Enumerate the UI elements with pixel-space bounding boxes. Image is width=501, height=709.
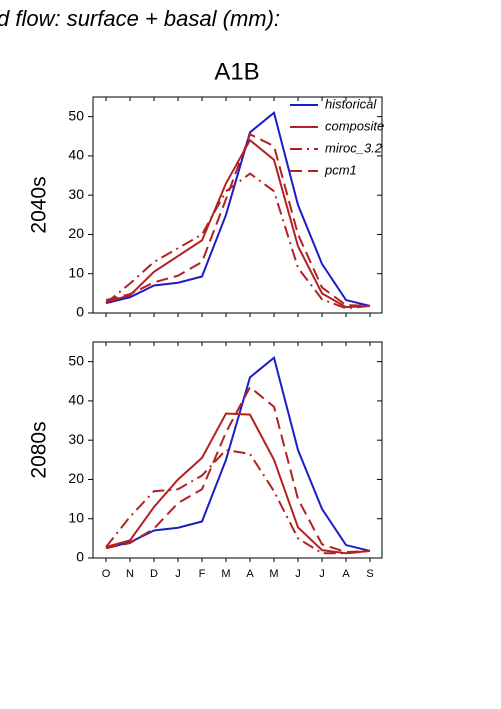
x-tick-label: M (269, 568, 278, 580)
series-line (105, 385, 371, 554)
x-tick-label: N (126, 568, 134, 580)
y-tick-label: 20 (68, 470, 84, 486)
x-tick-label: J (295, 568, 301, 580)
y-tick-label: 50 (68, 107, 84, 123)
series-line (105, 172, 371, 310)
series-line (105, 138, 371, 309)
scenario-label: A1B (214, 58, 259, 85)
series-line (105, 355, 371, 552)
x-tick-label: M (221, 568, 230, 580)
legend-label: pcm1 (324, 162, 357, 177)
legend-label: composite (325, 118, 384, 133)
y-axis-label: 2080s (28, 421, 51, 478)
series-line (105, 448, 371, 555)
x-tick-label: S (366, 568, 373, 580)
series-line (105, 110, 371, 307)
plot-frame (92, 341, 383, 559)
x-tick-label: A (342, 568, 350, 580)
y-tick-label: 50 (68, 352, 84, 368)
legend-label: historical (325, 96, 377, 111)
series-line (105, 412, 371, 555)
y-tick-label: 10 (68, 509, 84, 525)
x-tick-label: A (246, 568, 254, 580)
y-axis-label: 2040s (28, 176, 51, 233)
x-tick-label: D (150, 568, 158, 580)
y-tick-label: 30 (68, 186, 84, 202)
figure-title: d flow: surface + basal (mm): (0, 6, 280, 31)
legend-label: miroc_3.2 (325, 140, 383, 155)
y-tick-label: 30 (68, 431, 84, 447)
y-tick-label: 40 (68, 392, 84, 408)
x-tick-label: O (102, 568, 111, 580)
x-tick-label: F (199, 568, 206, 580)
series-line (105, 132, 371, 307)
x-tick-label: J (319, 568, 325, 580)
y-tick-label: 0 (76, 304, 84, 320)
y-tick-label: 40 (68, 147, 84, 163)
y-tick-label: 20 (68, 225, 84, 241)
y-tick-label: 0 (76, 549, 84, 565)
plot-frame (92, 96, 383, 314)
x-tick-label: J (175, 568, 181, 580)
y-tick-label: 10 (68, 264, 84, 280)
